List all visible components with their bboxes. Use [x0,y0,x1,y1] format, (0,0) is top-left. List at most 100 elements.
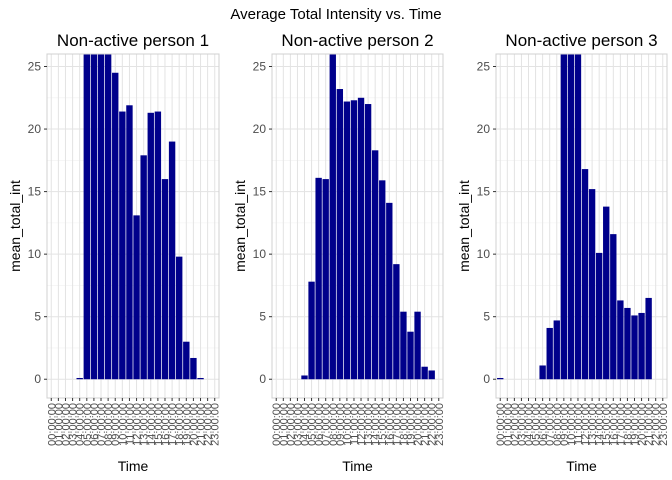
x-tick-label: 09:00:00 [335,403,347,446]
y-tick-label: 15 [477,185,491,199]
bar [154,111,162,380]
panel-border [271,53,444,399]
panel-border [46,53,220,399]
y-axis-label: mean_total_int [7,180,23,272]
x-tick-label: 19:00:00 [181,403,193,446]
bar [603,206,610,380]
figure-title: Average Total Intensity vs. Time [230,6,441,23]
bar [546,327,553,380]
y-axis-label: mean_total_int [232,180,248,272]
x-tick-label: 04:00:00 [524,403,536,446]
bar [119,111,126,380]
x-axis-label: Time [566,458,597,474]
bar [176,256,183,380]
x-tick-label: 20:00:00 [637,403,649,446]
x-tick-label: 11:00:00 [573,403,585,445]
bar [147,112,154,380]
panel-2: Non-active person 2 0 5 10 15 20 25 00:00:0001:… [232,31,446,474]
x-tick-label: 09:00:00 [110,403,122,446]
bar [645,297,652,380]
bar [407,331,414,380]
x-tick-label: 23:00:00 [210,403,222,446]
x-tick-label: 23:00:00 [658,403,670,446]
y-tick-label: 25 [28,60,42,74]
x-tick-label: 21:00:00 [196,403,208,446]
x-tick-label: 03:00:00 [292,403,304,446]
x-tick-label: 22:00:00 [427,403,439,446]
bar [76,377,83,380]
panel-title: Non-active person 2 [281,31,433,50]
bar [428,370,435,380]
bar [83,54,90,380]
bar [126,105,133,380]
x-tick-label: 03:00:00 [68,403,80,446]
x-tick-label: 23:00:00 [434,403,446,446]
bar [595,252,603,380]
x-tick-label: 13:00:00 [587,403,599,446]
y-tick-label: 5 [483,310,490,324]
bar [414,311,421,380]
x-tick-label: 05:00:00 [82,403,94,446]
bar [190,357,197,380]
x-tick-label: 10:00:00 [566,403,578,446]
x-tick-label: 21:00:00 [420,403,432,446]
x-tick-label: 07:00:00 [321,403,333,446]
x-tick-label: 17:00:00 [167,403,179,446]
x-tick-label: 20:00:00 [188,403,200,446]
x-tick-label: 02:00:00 [509,403,521,446]
x-tick-label: 12:00:00 [580,403,592,446]
x-tick-label: 08:00:00 [103,403,115,446]
x-tick-label: 02:00:00 [285,403,297,446]
y-tick-label: 5 [34,310,41,324]
x-tick-label: 22:00:00 [203,403,215,446]
bar [560,54,568,380]
bar [617,300,624,380]
x-tick-label: 15:00:00 [377,403,389,446]
y-axis-label: mean_total_int [456,180,472,272]
panel-title: Non-active person 3 [505,31,657,50]
x-tick-label: 00:00:00 [271,403,283,446]
x-tick-label: 02:00:00 [60,403,72,446]
x-tick-label: 04:00:00 [75,403,87,446]
x-tick-label: 19:00:00 [629,403,641,446]
x-tick-label: 22:00:00 [651,403,663,446]
x-tick-label: 11:00:00 [124,403,136,445]
x-tick-label: 00:00:00 [46,403,58,446]
x-tick-label: 06:00:00 [538,403,550,446]
y-tick-label: 25 [477,60,491,74]
x-tick-label: 06:00:00 [89,403,101,446]
y-tick-label: 25 [253,60,267,74]
x-tick-label: 01:00:00 [278,403,290,446]
bar [610,234,617,380]
x-tick-label: 01:00:00 [502,403,514,446]
x-tick-label: 05:00:00 [531,403,543,446]
panel-1: Non-active person 1 0 5 10 15 20 25 00:00:0001:… [7,31,222,474]
x-tick-label: 06:00:00 [314,403,326,446]
x-tick-label: 11:00:00 [349,403,361,445]
x-tick-label: 05:00:00 [307,403,319,446]
y-tick-label: 15 [253,185,267,199]
bar [104,54,112,380]
bar [371,150,379,380]
bar [539,365,546,380]
x-tick-label: 15:00:00 [153,403,165,446]
bar [553,320,560,380]
x-tick-label: 08:00:00 [552,403,564,446]
y-tick-label: 10 [28,247,42,261]
bar [400,311,407,380]
bar [308,281,315,380]
x-tick-label: 10:00:00 [342,403,354,446]
x-tick-label: 16:00:00 [384,403,396,446]
x-tick-label: 07:00:00 [96,403,108,446]
bar [364,104,372,380]
bars [497,54,652,380]
x-tick-label: 14:00:00 [146,403,158,446]
x-tick-label: 14:00:00 [594,403,606,446]
bar [168,141,176,380]
plot-background [47,54,219,398]
panel-3: Non-active person 3 0 5 10 15 20 25 00:00:0001:… [456,31,670,474]
bar [574,54,582,380]
x-tick-label: 18:00:00 [398,403,410,446]
x-tick-label: 16:00:00 [160,403,172,446]
